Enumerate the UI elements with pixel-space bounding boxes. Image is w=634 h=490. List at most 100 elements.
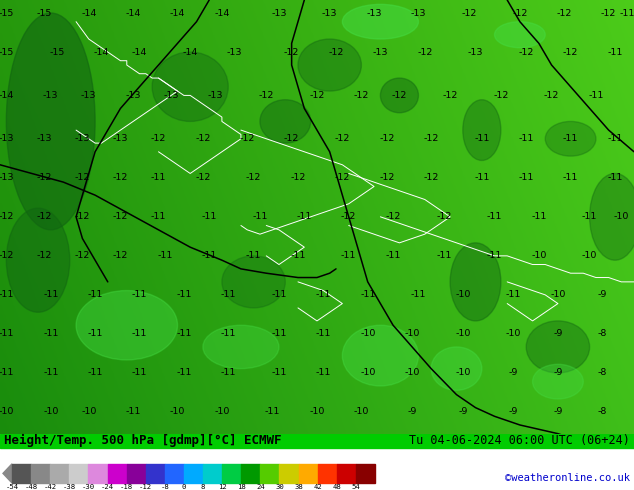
Text: -12: -12	[0, 212, 14, 221]
Text: -12: -12	[113, 173, 128, 182]
Text: -11: -11	[582, 212, 597, 221]
Text: -11: -11	[0, 291, 14, 299]
Text: -11: -11	[43, 291, 58, 299]
Text: -13: -13	[75, 134, 90, 143]
Text: -12: -12	[385, 212, 401, 221]
Text: -10: -10	[614, 212, 629, 221]
Text: -11: -11	[290, 251, 306, 260]
Text: -12: -12	[37, 251, 52, 260]
Ellipse shape	[380, 78, 418, 113]
Text: -12: -12	[246, 173, 261, 182]
Text: -11: -11	[271, 291, 287, 299]
Text: -12: -12	[284, 48, 299, 56]
Bar	[12, 464, 31, 483]
Text: -14: -14	[183, 48, 198, 56]
Text: -14: -14	[132, 48, 147, 56]
Text: -11: -11	[87, 291, 103, 299]
Ellipse shape	[526, 321, 590, 373]
Text: -12: -12	[379, 134, 394, 143]
Text: -12: -12	[75, 173, 90, 182]
Bar	[318, 464, 337, 483]
Text: -15: -15	[0, 48, 14, 56]
Text: -8: -8	[598, 408, 607, 416]
Text: -13: -13	[411, 8, 426, 18]
Text: -11: -11	[506, 291, 521, 299]
Text: -13: -13	[164, 91, 179, 100]
Text: -12: -12	[563, 48, 578, 56]
Text: -11: -11	[176, 368, 191, 377]
Text: -14: -14	[94, 48, 109, 56]
Bar	[165, 464, 184, 483]
Ellipse shape	[450, 243, 501, 321]
Text: -8: -8	[160, 484, 169, 490]
Bar	[50, 464, 69, 483]
Text: -13: -13	[468, 48, 483, 56]
Text: -11: -11	[0, 368, 14, 377]
Text: -11: -11	[271, 329, 287, 339]
Text: -11: -11	[87, 329, 103, 339]
Bar	[108, 464, 127, 483]
Text: -12: -12	[493, 91, 508, 100]
Text: -11: -11	[176, 291, 191, 299]
Text: -11: -11	[607, 173, 623, 182]
Text: -11: -11	[474, 173, 489, 182]
Text: -13: -13	[227, 48, 242, 56]
Bar	[31, 464, 50, 483]
Text: -11: -11	[563, 173, 578, 182]
Ellipse shape	[545, 122, 596, 156]
Text: -11: -11	[436, 251, 451, 260]
Text: -11: -11	[474, 134, 489, 143]
Text: -10: -10	[43, 408, 58, 416]
Text: -15: -15	[49, 48, 65, 56]
Ellipse shape	[590, 173, 634, 260]
Text: -12: -12	[354, 91, 369, 100]
Text: -10: -10	[0, 408, 14, 416]
Text: -11: -11	[607, 48, 623, 56]
Bar	[222, 464, 242, 483]
Text: -10: -10	[455, 329, 470, 339]
Text: -11: -11	[271, 368, 287, 377]
Text: -11: -11	[0, 329, 14, 339]
Text: -9: -9	[553, 408, 562, 416]
Text: -13: -13	[208, 91, 223, 100]
Bar	[299, 464, 318, 483]
Text: -12: -12	[417, 48, 432, 56]
Text: -11: -11	[607, 134, 623, 143]
Text: -12: -12	[601, 8, 616, 18]
Text: 30: 30	[275, 484, 284, 490]
Ellipse shape	[6, 13, 95, 230]
Text: -10: -10	[531, 251, 547, 260]
Text: -12: -12	[113, 251, 128, 260]
Text: -11: -11	[126, 408, 141, 416]
Text: 48: 48	[332, 484, 341, 490]
Text: -54: -54	[6, 484, 18, 490]
Text: -42: -42	[44, 484, 57, 490]
Ellipse shape	[463, 100, 501, 160]
Text: -13: -13	[0, 173, 14, 182]
Bar	[242, 464, 261, 483]
Text: -11: -11	[316, 329, 331, 339]
Text: -11: -11	[385, 251, 401, 260]
Text: -10: -10	[404, 368, 420, 377]
Ellipse shape	[342, 4, 418, 39]
Text: -12: -12	[519, 48, 534, 56]
Text: -13: -13	[271, 8, 287, 18]
Text: -9: -9	[408, 408, 417, 416]
Text: -12: -12	[512, 8, 527, 18]
Text: -10: -10	[81, 408, 96, 416]
Text: -11: -11	[157, 251, 172, 260]
Text: -13: -13	[43, 91, 58, 100]
Text: -14: -14	[126, 8, 141, 18]
Text: -11: -11	[132, 368, 147, 377]
Text: -10: -10	[170, 408, 185, 416]
Text: -14: -14	[81, 8, 96, 18]
Text: -11: -11	[221, 368, 236, 377]
Text: -12: -12	[0, 251, 14, 260]
Text: 54: 54	[351, 484, 360, 490]
Text: -11: -11	[620, 8, 634, 18]
Text: -11: -11	[202, 212, 217, 221]
Bar	[356, 464, 375, 483]
Text: -12: -12	[259, 91, 274, 100]
Text: 42: 42	[313, 484, 322, 490]
Text: -12: -12	[335, 134, 350, 143]
